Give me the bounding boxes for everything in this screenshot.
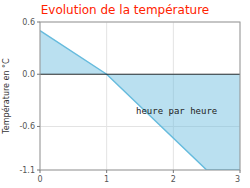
chart-container: -1.1 -0.6 0.0 0.6 0 1 2 3 Evolution de la tempér… bbox=[0, 0, 250, 188]
x-tick-label: 0 bbox=[37, 175, 42, 184]
x-tick bbox=[40, 170, 41, 173]
x-tick-label: 2 bbox=[171, 175, 176, 184]
y-tick-label: -1.1 bbox=[19, 166, 35, 175]
y-tick bbox=[37, 74, 40, 75]
y-axis-label: Température en °C bbox=[1, 58, 11, 135]
plot-frame bbox=[40, 22, 240, 170]
x-tick bbox=[106, 170, 107, 173]
chart-svg: -1.1 -0.6 0.0 0.6 0 1 2 3 Evolution de la tempér… bbox=[0, 0, 250, 188]
data-group bbox=[40, 31, 240, 170]
chart-title: Evolution de la température bbox=[41, 3, 210, 17]
y-tick-label: 0.0 bbox=[22, 70, 35, 79]
x-tick-label: 1 bbox=[104, 175, 109, 184]
x-tick bbox=[173, 170, 174, 173]
y-tick-label: 0.6 bbox=[22, 18, 35, 27]
y-grid-line bbox=[40, 74, 240, 75]
area-fill bbox=[40, 31, 240, 170]
annotation: heure par heure bbox=[136, 106, 217, 116]
area-line bbox=[40, 31, 240, 170]
x-grid-line bbox=[106, 22, 107, 170]
grid bbox=[40, 22, 240, 170]
y-tick-label: -0.6 bbox=[19, 122, 35, 131]
baseline bbox=[40, 74, 240, 75]
axes: -1.1 -0.6 0.0 0.6 0 1 2 3 bbox=[19, 18, 240, 185]
x-tick-label: 3 bbox=[235, 175, 240, 184]
y-tick bbox=[37, 126, 40, 127]
y-tick bbox=[37, 22, 40, 23]
x-tick bbox=[240, 170, 241, 173]
